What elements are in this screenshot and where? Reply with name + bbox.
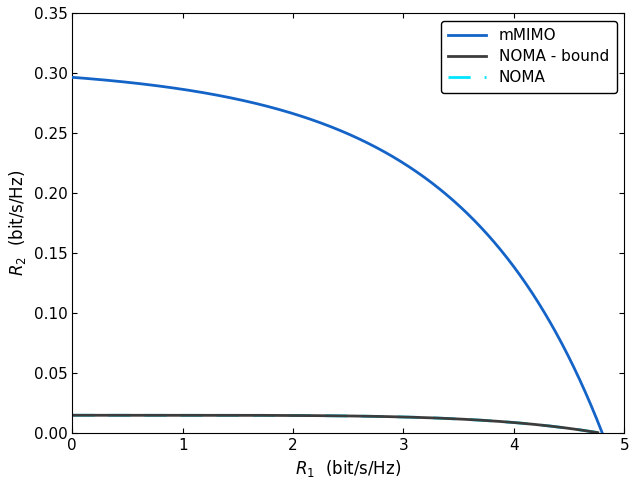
mMIMO — [69, 74, 76, 80]
NOMA — [310, 413, 317, 418]
NOMA - bound — [69, 412, 76, 418]
NOMA - bound — [310, 413, 317, 418]
NOMA - bound — [324, 413, 331, 418]
NOMA — [482, 417, 490, 423]
mMIMO — [598, 430, 606, 435]
NOMA — [578, 427, 586, 433]
Line: NOMA: NOMA — [73, 415, 598, 433]
NOMA - bound — [594, 430, 602, 435]
mMIMO — [497, 248, 505, 254]
NOMA - bound — [579, 427, 586, 433]
Line: mMIMO: mMIMO — [73, 77, 602, 433]
NOMA — [324, 413, 331, 418]
X-axis label: $R_1$  (bit/s/Hz): $R_1$ (bit/s/Hz) — [295, 458, 401, 479]
NOMA — [69, 412, 76, 418]
mMIMO — [371, 144, 379, 150]
mMIMO — [162, 84, 169, 90]
mMIMO — [590, 410, 598, 416]
NOMA - bound — [578, 427, 586, 433]
Y-axis label: $R_2$  (bit/s/Hz): $R_2$ (bit/s/Hz) — [7, 170, 28, 276]
NOMA - bound — [95, 412, 103, 418]
NOMA — [95, 412, 103, 418]
NOMA - bound — [482, 417, 490, 423]
mMIMO — [160, 84, 168, 89]
Legend: mMIMO, NOMA - bound, NOMA: mMIMO, NOMA - bound, NOMA — [441, 20, 617, 93]
NOMA — [594, 430, 602, 435]
Line: NOMA - bound: NOMA - bound — [73, 415, 598, 433]
mMIMO — [505, 257, 513, 263]
NOMA — [579, 427, 586, 433]
